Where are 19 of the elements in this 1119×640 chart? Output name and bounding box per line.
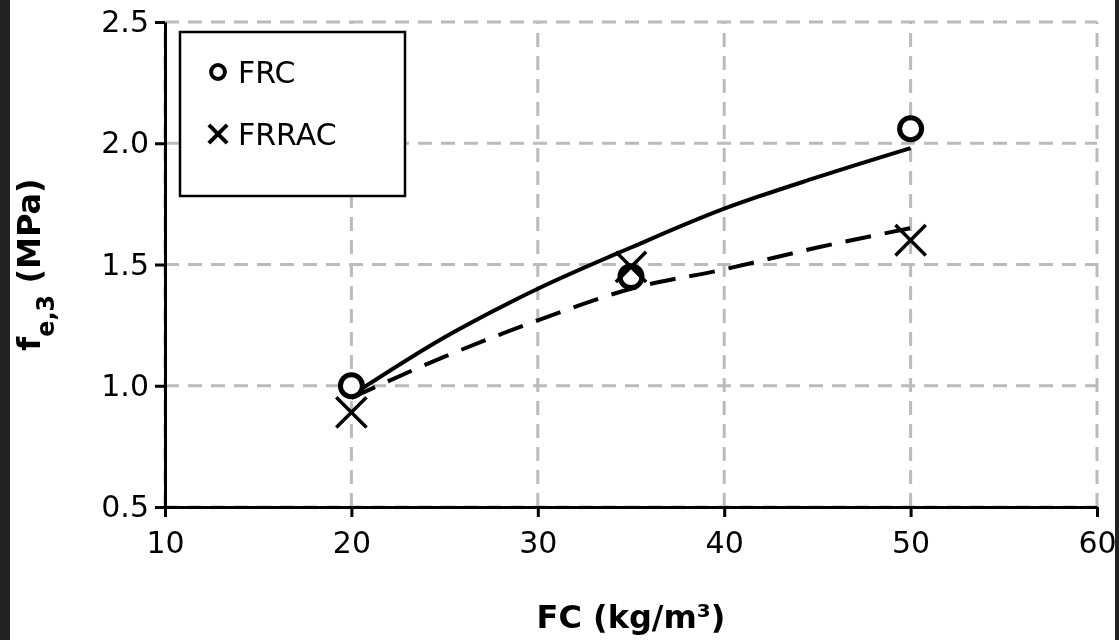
legend-label: FRRAC <box>238 117 337 152</box>
y-tick-label: 1.0 <box>101 367 149 403</box>
y-tick-label: 0.5 <box>101 489 149 525</box>
x-axis-title: FC (kg/m³) <box>536 598 726 636</box>
point <box>893 223 928 258</box>
point <box>614 250 648 284</box>
y-tick-label: 1.5 <box>101 246 149 282</box>
x-tick-label: 20 <box>332 525 371 560</box>
y-tick-label: 2.5 <box>101 4 149 40</box>
x-tick-label: 30 <box>519 525 558 560</box>
x-tick-label: 60 <box>1078 525 1117 560</box>
x-tick-label: 50 <box>892 525 931 560</box>
point <box>334 395 369 430</box>
x-tick-label: 10 <box>146 525 185 560</box>
point <box>337 372 365 400</box>
point <box>897 115 925 143</box>
y-tick-label: 2.0 <box>101 125 149 161</box>
x-tick-label: 40 <box>705 525 744 560</box>
legend-label: FRC <box>238 55 296 90</box>
